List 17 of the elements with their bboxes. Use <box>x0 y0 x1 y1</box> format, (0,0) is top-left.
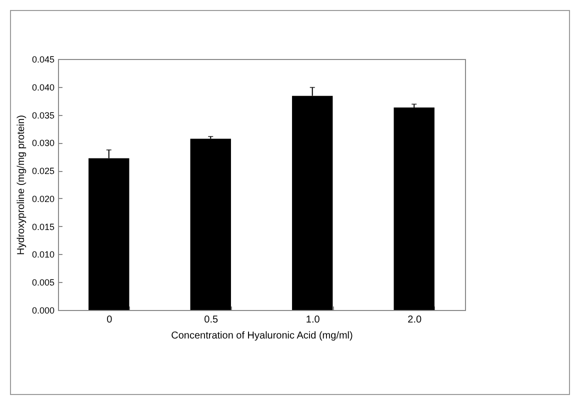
y-tick-label: 0.015 <box>32 222 54 232</box>
y-tick-label: 0.005 <box>32 278 54 288</box>
y-tick-label: 0.030 <box>32 138 54 148</box>
x-tick-label: 0 <box>106 314 113 326</box>
x-tick-label: 0.5 <box>204 314 219 326</box>
y-tick-label: 0.035 <box>32 110 54 120</box>
y-tick-label: 0.020 <box>32 194 54 204</box>
y-axis-title: Hydroxyproline (mg/mg protein) <box>16 114 27 256</box>
y-tick-label: 0.010 <box>32 250 54 260</box>
y-tick-label: 0.000 <box>32 306 54 316</box>
x-tick-label: 1.0 <box>306 314 320 326</box>
y-tick-label: 0.045 <box>32 54 54 64</box>
x-tick-label: 2.0 <box>408 314 422 326</box>
bar <box>394 108 434 310</box>
x-axis-title: Concentration of Hyaluronic Acid (mg/ml) <box>171 330 353 342</box>
y-tick-label: 0.040 <box>32 82 54 92</box>
y-tick-label: 0.025 <box>32 166 54 176</box>
